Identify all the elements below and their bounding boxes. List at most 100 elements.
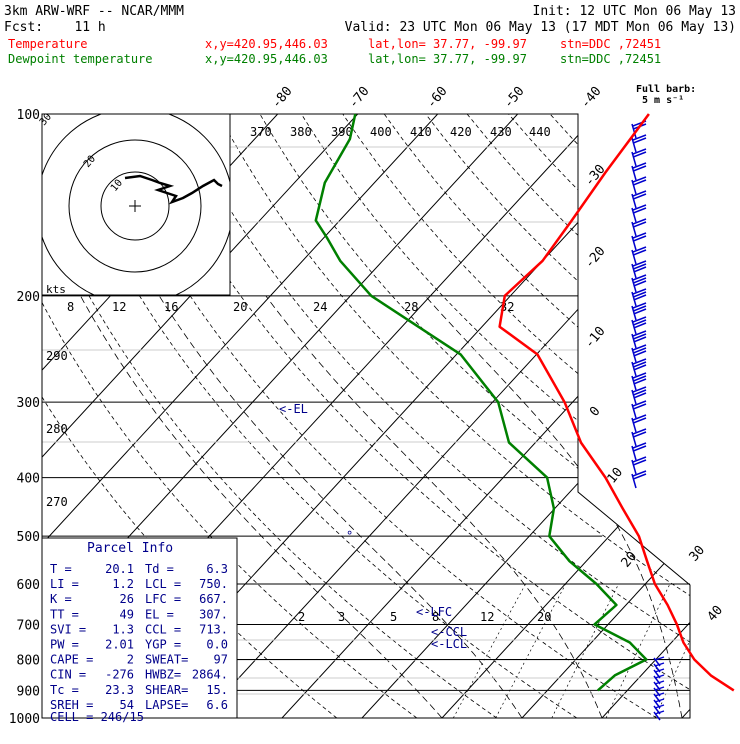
isotherm-label--70: -70 xyxy=(346,84,373,112)
hodograph-xtick-28: 28 xyxy=(404,300,418,314)
barb-key-line1: Full barb: xyxy=(636,84,696,95)
parcel-label-7: CIN = xyxy=(50,668,86,682)
wind-barb xyxy=(632,471,646,488)
isotherm xyxy=(522,114,740,718)
el-annotation: <-EL xyxy=(279,402,308,416)
parcel-value-1: 1.2 xyxy=(112,577,134,591)
hodograph-xtick-24: 24 xyxy=(313,300,327,314)
parcel-label-2: K = xyxy=(50,592,72,606)
theta-label-430: 430 xyxy=(490,125,512,139)
isotherm xyxy=(602,114,740,718)
isotherm-label--10: -10 xyxy=(582,324,609,352)
hodograph-box xyxy=(42,114,230,295)
pressure-tick-900: 900 xyxy=(17,684,40,699)
parcel-label2-5: YGP = xyxy=(145,638,181,652)
parcel-label2-9: LAPSE= xyxy=(145,698,188,712)
parcel-label2-4: CCL = xyxy=(145,622,181,636)
parcel-value-6: 2 xyxy=(127,653,134,667)
isotherm-label--80: -80 xyxy=(269,84,296,112)
isotherm-label--60: -60 xyxy=(424,84,451,112)
parcel-label-6: CAPE = xyxy=(50,653,93,667)
isotherm xyxy=(362,114,740,718)
mixing-ratio-line xyxy=(453,584,525,718)
parcel-label-3: TT = xyxy=(50,607,79,621)
mixing-ratio-label-5: 5 xyxy=(390,610,397,624)
mixing-ratio-line xyxy=(720,584,740,718)
dry-adiabat xyxy=(467,114,740,718)
parcel-value2-2: 667. xyxy=(199,592,228,606)
parcel-value-2: 26 xyxy=(120,592,134,606)
parcel-label2-2: LFC = xyxy=(145,592,181,606)
parcel-value-7: -276 xyxy=(105,668,134,682)
parcel-value2-1: 750. xyxy=(199,577,228,591)
dry-adiabat xyxy=(674,114,740,718)
parcel-value2-9: 6.6 xyxy=(206,698,228,712)
hodograph-xtick-16: 16 xyxy=(164,300,178,314)
parcel-value-8: 23.3 xyxy=(105,683,134,697)
dry-adiabat xyxy=(343,114,740,718)
parcel-value2-7: 2864. xyxy=(192,668,228,682)
parcel-label-8: Tc = xyxy=(50,683,79,697)
legend-temperature-xy: x,y=420.95,446.03 xyxy=(205,37,328,51)
parcel-value2-3: 307. xyxy=(199,607,228,621)
lfc-annotation: <-LFC xyxy=(416,605,452,619)
parcel-label-4: SVI = xyxy=(50,622,86,636)
parcel-value2-4: 713. xyxy=(199,622,228,636)
dry-adiabat xyxy=(260,114,740,718)
theta-label-440: 440 xyxy=(529,125,551,139)
mixing-ratio-label-12: 12 xyxy=(480,610,494,624)
left-theta-label-270: 270 xyxy=(46,495,68,509)
pressure-tick-300: 300 xyxy=(17,396,40,411)
legend-dewpoint-name: Dewpoint temperature xyxy=(8,52,153,66)
theta-label-370: 370 xyxy=(250,125,272,139)
parcel-label2-1: LCL = xyxy=(145,577,181,591)
valid-time: Valid: 23 UTC Mon 06 May 13 (17 MDT Mon … xyxy=(345,20,736,35)
pressure-tick-500: 500 xyxy=(17,530,40,545)
hodograph-xtick-8: 8 xyxy=(67,300,74,314)
legend-temperature-stn: stn=DDC ,72451 xyxy=(560,37,661,51)
isotherm-label--40: -40 xyxy=(578,84,605,112)
parcel-value-5: 2.01 xyxy=(105,638,134,652)
parcel-marker: ° xyxy=(346,529,353,543)
parcel-label2-7: HWBZ= xyxy=(145,668,181,682)
theta-label-410: 410 xyxy=(410,125,432,139)
theta-label-420: 420 xyxy=(450,125,472,139)
isotherm-label--20: -20 xyxy=(582,244,609,272)
pressure-tick-1000: 1000 xyxy=(9,712,40,727)
isotherm-label-30: 30 xyxy=(687,543,709,565)
isotherm xyxy=(442,114,740,718)
legend-dewpoint-stn: stn=DDC ,72451 xyxy=(560,52,661,66)
hodograph-inset: 10 20 30 xyxy=(37,108,233,304)
pressure-tick-600: 600 xyxy=(17,578,40,593)
parcel-value2-8: 15. xyxy=(206,683,228,697)
moist-adiabat xyxy=(611,296,740,718)
left-theta-label-290: 290 xyxy=(46,349,68,363)
isotherm-label-0: 0 xyxy=(587,404,604,420)
mixing-ratio-label-2: 2 xyxy=(298,610,305,624)
pressure-tick-200: 200 xyxy=(17,290,40,305)
parcel-value-0: 20.1 xyxy=(105,562,134,576)
forecast-hour: Fcst: 11 h xyxy=(4,20,106,35)
parcel-label-0: T = xyxy=(50,562,72,576)
parcel-info-title: Parcel Info xyxy=(87,541,173,556)
lcl-annotation: <-LCL xyxy=(431,637,467,651)
parcel-value2-0: 6.3 xyxy=(206,562,228,576)
isotherm xyxy=(282,114,740,718)
parcel-label2-3: EL = xyxy=(145,607,174,621)
parcel-label-1: LI = xyxy=(50,577,79,591)
mixing-ratio-label-3: 3 xyxy=(338,610,345,624)
isotherm xyxy=(682,114,740,718)
init-time: Init: 12 UTC Mon 06 May 13 xyxy=(533,4,737,19)
dry-adiabat xyxy=(591,114,740,718)
legend-temperature-name: Temperature xyxy=(8,37,87,51)
legend-temperature-latlon: lat,lon= 37.77, -99.97 xyxy=(368,37,527,51)
legend-dewpoint-xy: x,y=420.95,446.03 xyxy=(205,52,328,66)
model-title: 3km ARW-WRF -- NCAR/MMM xyxy=(4,4,184,19)
legend-dewpoint-latlon: lat,lon= 37.77, -99.97 xyxy=(368,52,527,66)
mixing-ratio-line xyxy=(552,584,619,718)
parcel-label2-8: SHEAR= xyxy=(145,683,188,697)
parcel-value-4: 1.3 xyxy=(112,622,134,636)
